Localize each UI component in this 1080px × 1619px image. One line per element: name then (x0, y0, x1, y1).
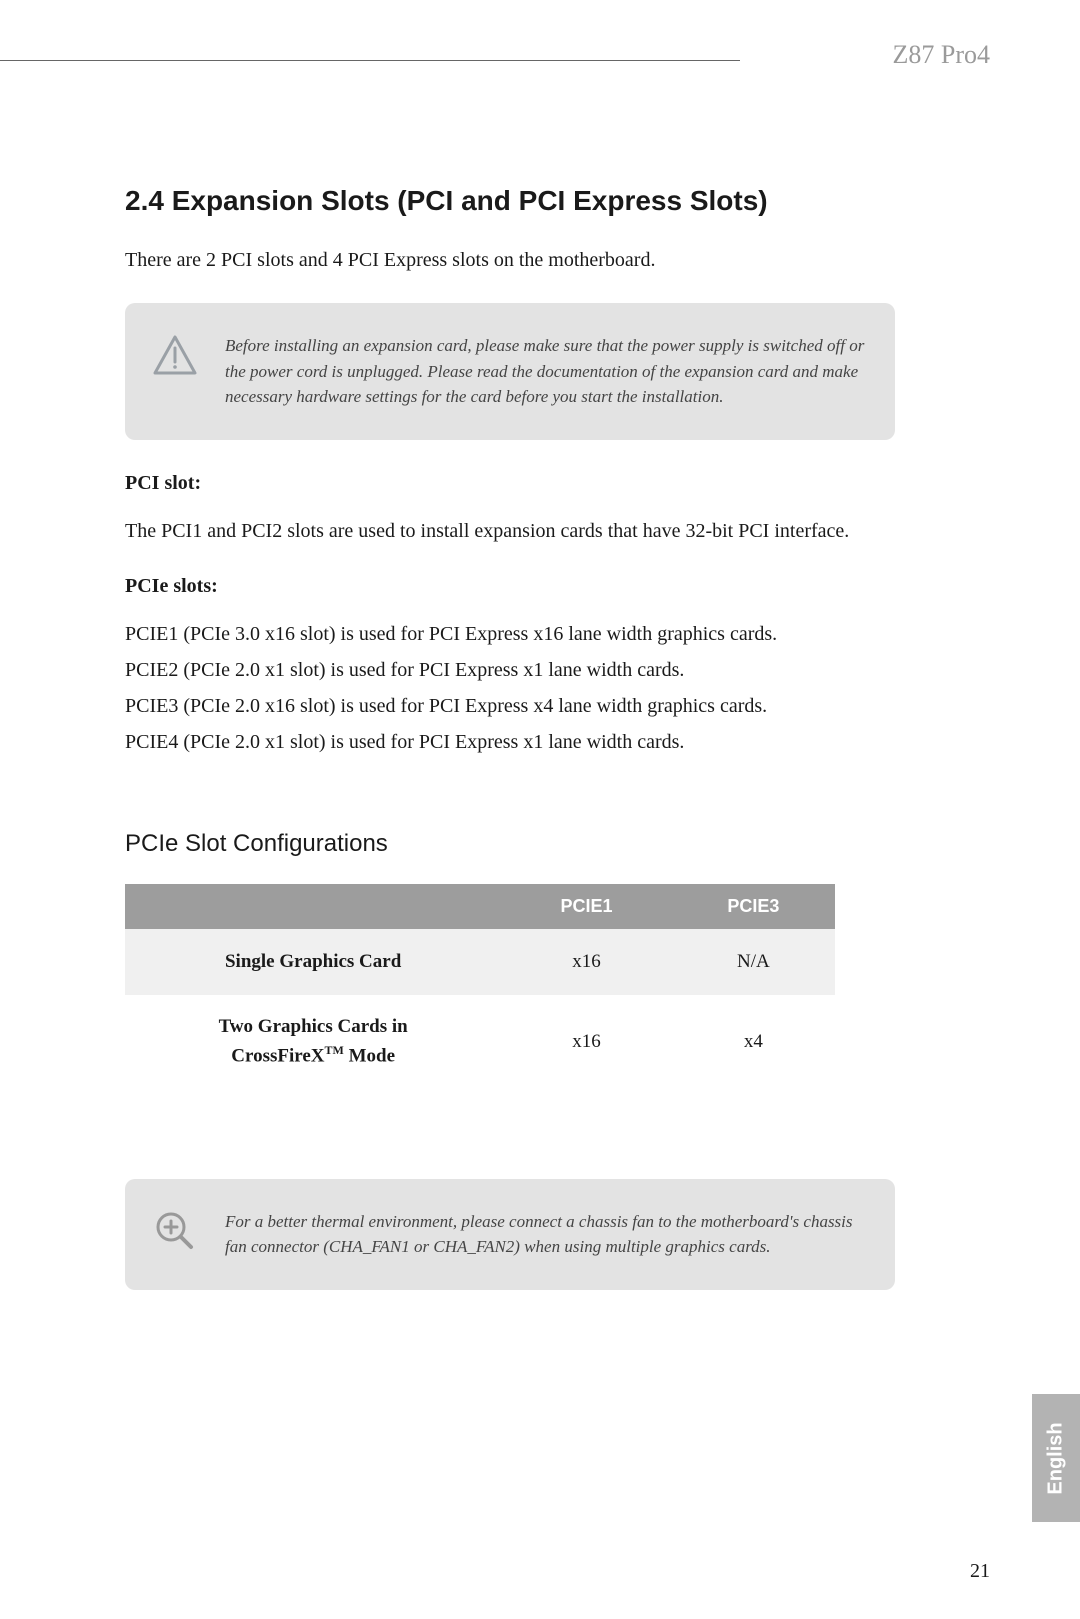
pcie-line: PCIE4 (PCIe 2.0 x1 slot) is used for PCI… (125, 724, 895, 760)
pcie-line: PCIE3 (PCIe 2.0 x16 slot) is used for PC… (125, 688, 895, 724)
warning-callout: Before installing an expansion card, ple… (125, 303, 895, 440)
trademark-symbol: TM (325, 1043, 344, 1057)
warning-text: Before installing an expansion card, ple… (225, 333, 867, 410)
magnify-plus-icon (153, 1209, 197, 1253)
table-cell: x4 (672, 995, 835, 1089)
table-cell: x16 (501, 929, 671, 995)
tip-callout: For a better thermal environment, please… (125, 1179, 895, 1290)
section-heading: 2.4 Expansion Slots (PCI and PCI Express… (125, 185, 895, 217)
table-header-cell: PCIE1 (501, 884, 671, 929)
config-table: PCIE1 PCIE3 Single Graphics Card x16 N/A… (125, 884, 835, 1089)
intro-text: There are 2 PCI slots and 4 PCI Express … (125, 245, 895, 275)
config-heading: PCIe Slot Configurations (125, 830, 895, 858)
table-header-cell: PCIE3 (672, 884, 835, 929)
pcie-slots-heading: PCIe slots: (125, 575, 895, 598)
table-row: Two Graphics Cards in CrossFireXTM Mode … (125, 995, 835, 1089)
page-number: 21 (970, 1560, 990, 1583)
pci-slot-heading: PCI slot: (125, 472, 895, 495)
table-cell: x16 (501, 995, 671, 1089)
crossfire-prefix: CrossFireX (231, 1045, 324, 1066)
header-rule (0, 60, 740, 61)
pcie-slots-list: PCIE1 (PCIe 3.0 x16 slot) is used for PC… (125, 616, 895, 760)
table-header-cell (125, 884, 501, 929)
product-name: Z87 Pro4 (893, 40, 991, 70)
pci-slot-text: The PCI1 and PCI2 slots are used to inst… (125, 513, 895, 549)
table-cell: N/A (672, 929, 835, 995)
table-header-row: PCIE1 PCIE3 (125, 884, 835, 929)
crossfire-suffix: Mode (344, 1045, 395, 1066)
warning-icon (153, 333, 197, 377)
pcie-line: PCIE1 (PCIe 3.0 x16 slot) is used for PC… (125, 616, 895, 652)
tip-text: For a better thermal environment, please… (225, 1209, 867, 1260)
table-row: Single Graphics Card x16 N/A (125, 929, 835, 995)
crossfire-line1: Two Graphics Cards in (219, 1016, 408, 1037)
language-tab-text: English (1045, 1422, 1068, 1494)
pcie-line: PCIE2 (PCIe 2.0 x1 slot) is used for PCI… (125, 652, 895, 688)
table-cell-label: Single Graphics Card (125, 929, 501, 995)
page-content: 2.4 Expansion Slots (PCI and PCI Express… (125, 185, 895, 1322)
table-cell-label: Two Graphics Cards in CrossFireXTM Mode (125, 995, 501, 1089)
language-tab: English (1032, 1394, 1080, 1522)
